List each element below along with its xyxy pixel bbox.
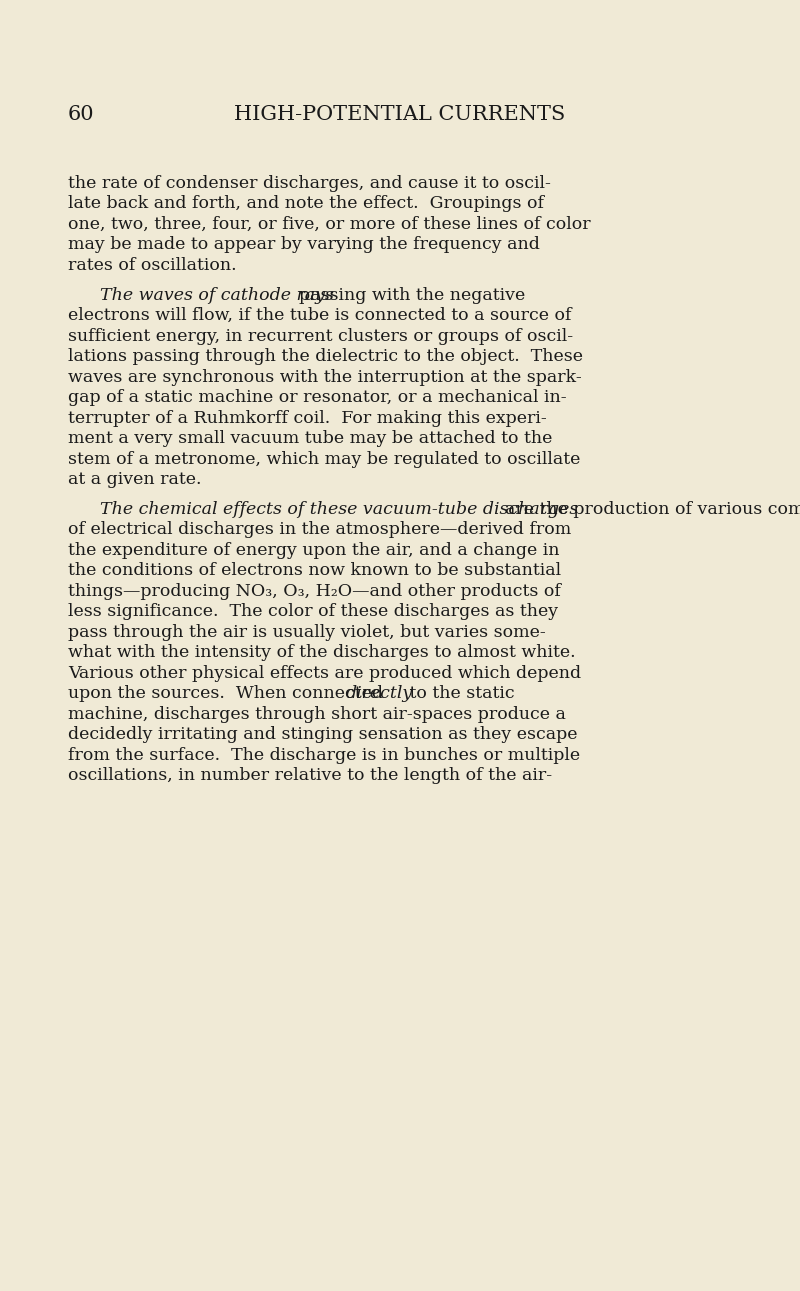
Text: passing with the negative: passing with the negative — [298, 287, 525, 303]
Text: directly: directly — [346, 686, 413, 702]
Text: the expenditure of energy upon the air, and a change in: the expenditure of energy upon the air, … — [68, 542, 559, 559]
Text: sufficient energy, in recurrent clusters or groups of oscil-: sufficient energy, in recurrent clusters… — [68, 328, 573, 345]
Text: rates of oscillation.: rates of oscillation. — [68, 257, 237, 274]
Text: 60: 60 — [68, 106, 94, 124]
Text: gap of a static machine or resonator, or a mechanical in-: gap of a static machine or resonator, or… — [68, 389, 566, 407]
Text: may be made to appear by varying the frequency and: may be made to appear by varying the fre… — [68, 236, 540, 253]
Text: to the static: to the static — [404, 686, 514, 702]
Text: less significance.  The color of these discharges as they: less significance. The color of these di… — [68, 603, 558, 621]
Text: what with the intensity of the discharges to almost white.: what with the intensity of the discharge… — [68, 644, 576, 661]
Text: the rate of condenser discharges, and cause it to oscil-: the rate of condenser discharges, and ca… — [68, 176, 551, 192]
Text: machine, discharges through short air-spaces produce a: machine, discharges through short air-sp… — [68, 706, 566, 723]
Text: from the surface.  The discharge is in bunches or multiple: from the surface. The discharge is in bu… — [68, 747, 580, 764]
Text: lations passing through the dielectric to the object.  These: lations passing through the dielectric t… — [68, 349, 583, 365]
Text: waves are synchronous with the interruption at the spark-: waves are synchronous with the interrupt… — [68, 369, 582, 386]
Text: of electrical discharges in the atmosphere—derived from: of electrical discharges in the atmosphe… — [68, 522, 571, 538]
Text: HIGH-POTENTIAL CURRENTS: HIGH-POTENTIAL CURRENTS — [234, 106, 566, 124]
Text: The chemical effects of these vacuum-tube discharges: The chemical effects of these vacuum-tub… — [100, 501, 584, 518]
Text: Various other physical effects are produced which depend: Various other physical effects are produ… — [68, 665, 581, 682]
Text: terrupter of a Ruhmkorff coil.  For making this experi-: terrupter of a Ruhmkorff coil. For makin… — [68, 409, 546, 427]
Text: the conditions of electrons now known to be substantial: the conditions of electrons now known to… — [68, 563, 561, 580]
Text: things—producing NO₃, O₃, H₂O—and other products of: things—producing NO₃, O₃, H₂O—and other … — [68, 584, 561, 600]
Text: pass through the air is usually violet, but varies some-: pass through the air is usually violet, … — [68, 624, 546, 640]
Text: upon the sources.  When connected: upon the sources. When connected — [68, 686, 389, 702]
Text: ment a very small vacuum tube may be attached to the: ment a very small vacuum tube may be att… — [68, 430, 552, 447]
Text: electrons will flow, if the tube is connected to a source of: electrons will flow, if the tube is conn… — [68, 307, 571, 324]
Text: The waves of cathode rays: The waves of cathode rays — [100, 287, 339, 303]
Text: are the production of various combinations characteristic: are the production of various combinatio… — [505, 501, 800, 518]
Text: decidedly irritating and stinging sensation as they escape: decidedly irritating and stinging sensat… — [68, 727, 578, 744]
Text: oscillations, in number relative to the length of the air-: oscillations, in number relative to the … — [68, 767, 552, 785]
Text: at a given rate.: at a given rate. — [68, 471, 202, 488]
Text: stem of a metronome, which may be regulated to oscillate: stem of a metronome, which may be regula… — [68, 451, 580, 467]
Text: late back and forth, and note the effect.  Groupings of: late back and forth, and note the effect… — [68, 195, 544, 213]
Text: one, two, three, four, or five, or more of these lines of color: one, two, three, four, or five, or more … — [68, 216, 590, 232]
